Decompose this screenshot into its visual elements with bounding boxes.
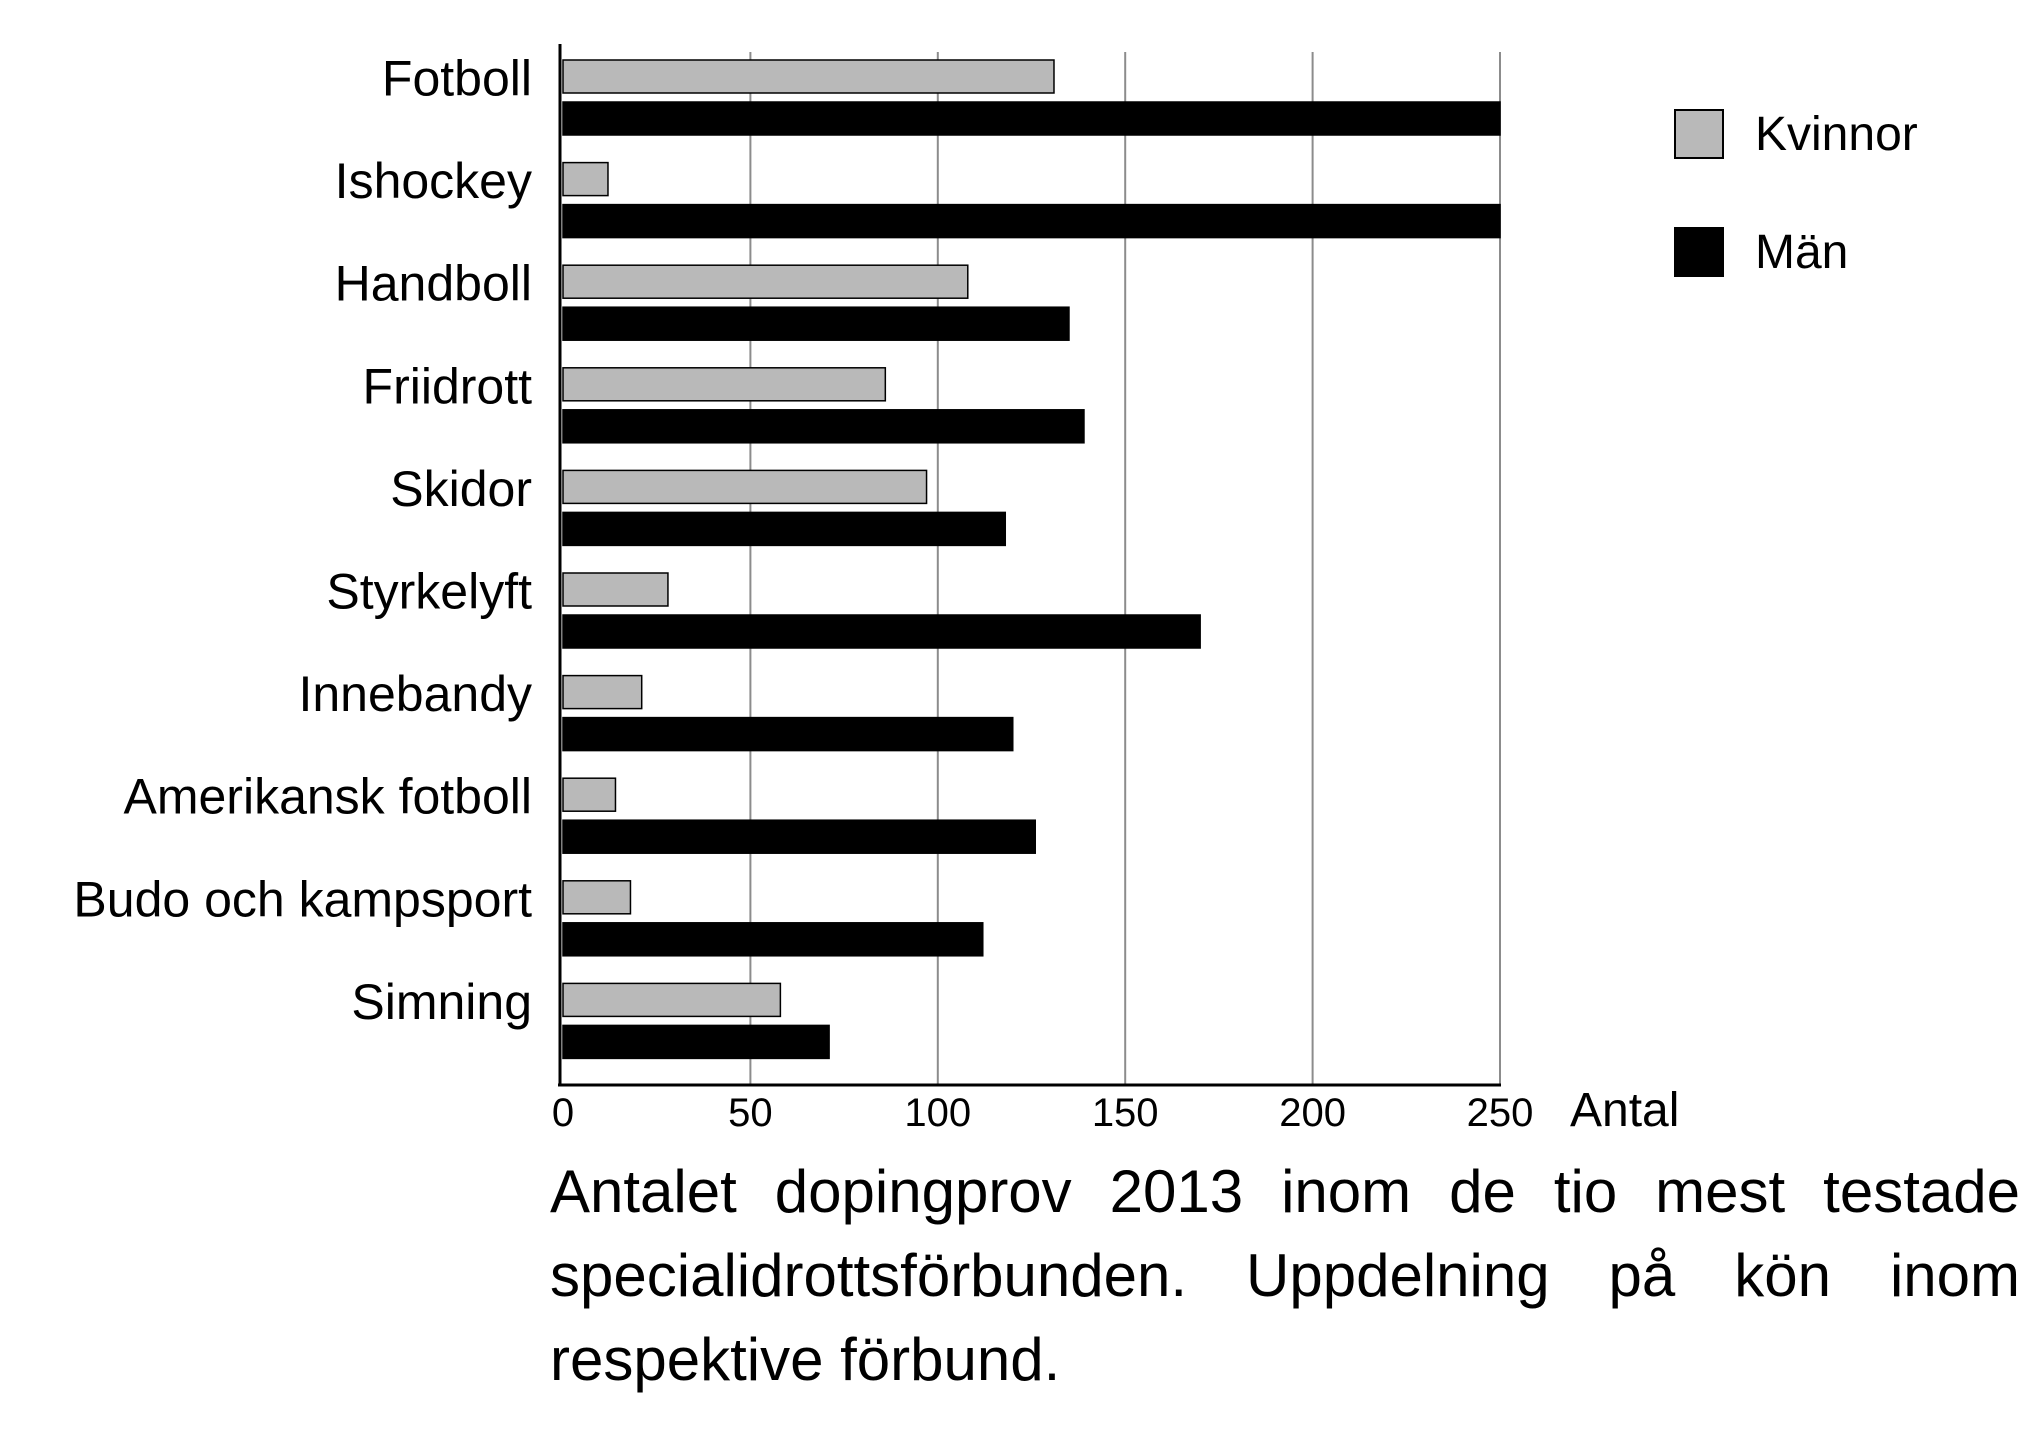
x-tick-label: 150 bbox=[1092, 1091, 1159, 1135]
bar-man bbox=[562, 511, 1007, 547]
axes bbox=[558, 44, 1501, 1087]
x-axis-label: Antal bbox=[1570, 1084, 1679, 1137]
bar-man bbox=[562, 819, 1036, 854]
category-label: Fotboll bbox=[382, 51, 532, 107]
bars bbox=[562, 59, 1501, 1060]
bar-man bbox=[562, 203, 1501, 239]
bar-man bbox=[562, 101, 1501, 136]
category-label: Innebandy bbox=[298, 666, 532, 722]
bar-man bbox=[562, 409, 1085, 444]
legend-label: Kvinnor bbox=[1755, 108, 1918, 161]
x-tick-label: 100 bbox=[904, 1091, 971, 1135]
chart-caption: Antalet dopingprov 2013 inom de tio mest… bbox=[550, 1158, 2020, 1393]
category-label: Amerikansk fotboll bbox=[124, 769, 533, 825]
category-label: Skidor bbox=[390, 461, 532, 517]
x-tick-label: 50 bbox=[728, 1091, 773, 1135]
bar-kvinnor bbox=[562, 982, 782, 1018]
bar-man bbox=[562, 922, 984, 957]
bar-man bbox=[562, 716, 1014, 752]
bar-kvinnor bbox=[562, 880, 632, 915]
bar-kvinnor bbox=[562, 59, 1055, 94]
bar-kvinnor bbox=[562, 367, 887, 402]
category-label: Styrkelyft bbox=[326, 564, 532, 620]
bar-man bbox=[562, 1024, 830, 1060]
legend-label: Män bbox=[1755, 226, 1848, 279]
bar-kvinnor bbox=[562, 777, 617, 812]
x-tick-label: 0 bbox=[552, 1091, 574, 1135]
category-labels: Fotboll Ishockey Handboll Friidrott Skidor St… bbox=[73, 51, 532, 1030]
bar-kvinnor bbox=[562, 469, 928, 505]
bar-man bbox=[562, 306, 1070, 341]
x-tick-label: 200 bbox=[1279, 1091, 1346, 1135]
bar-kvinnor bbox=[562, 572, 669, 607]
bar-man bbox=[562, 614, 1201, 649]
legend-swatch bbox=[1674, 109, 1724, 159]
x-tick-labels: 0 50 100 150 200 250 bbox=[552, 1091, 1534, 1135]
category-label: Friidrott bbox=[363, 358, 533, 414]
bar-kvinnor bbox=[562, 674, 643, 710]
bar-kvinnor bbox=[562, 161, 609, 197]
category-label: Simning bbox=[351, 974, 532, 1030]
legend: Kvinnor Män bbox=[1674, 108, 1918, 279]
x-tick-label: 250 bbox=[1467, 1091, 1534, 1135]
legend-swatch bbox=[1674, 227, 1724, 277]
category-label: Ishockey bbox=[335, 153, 532, 209]
category-label: Budo och kampsport bbox=[73, 871, 532, 927]
category-label: Handboll bbox=[335, 256, 532, 312]
bar-kvinnor bbox=[562, 264, 969, 299]
